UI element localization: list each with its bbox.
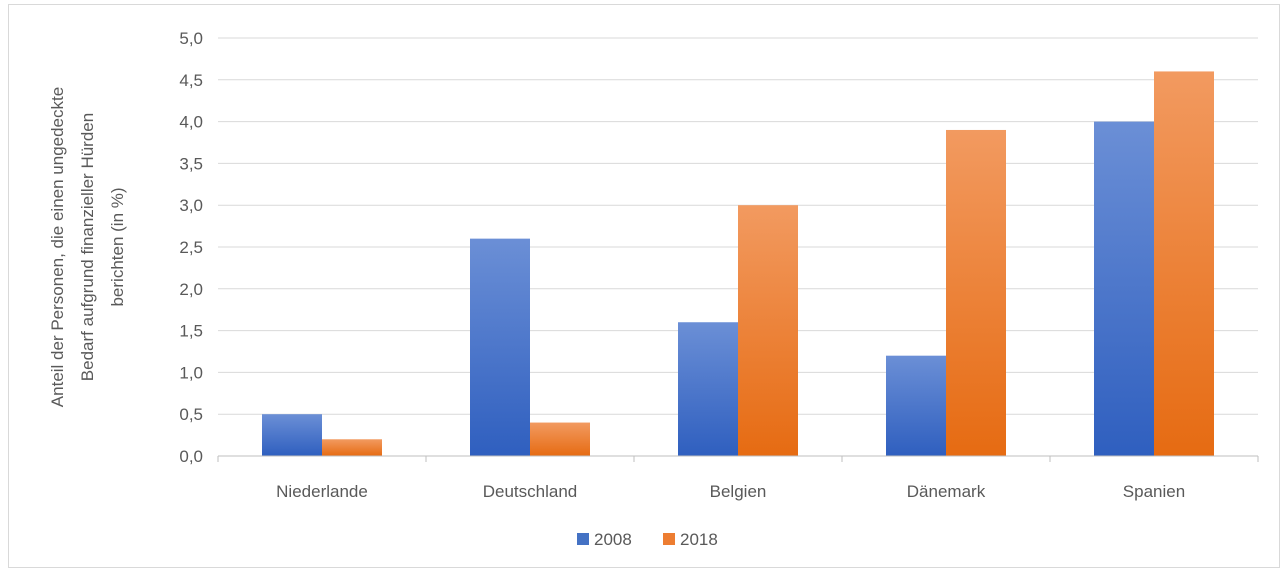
legend-swatch-2018 bbox=[663, 533, 675, 545]
x-category-label: Deutschland bbox=[483, 482, 578, 501]
gridlines bbox=[218, 37, 1258, 415]
bar-2008-dänemark bbox=[886, 355, 946, 456]
chart-frame bbox=[8, 4, 1280, 568]
legend-swatch-2008 bbox=[577, 533, 589, 545]
bar-2018-niederlande bbox=[322, 439, 382, 456]
bar-2018-deutschland bbox=[530, 422, 590, 456]
x-category-label: Belgien bbox=[710, 482, 767, 501]
y-tick-label: 5,0 bbox=[179, 29, 203, 48]
bar-2018-dänemark bbox=[946, 129, 1006, 456]
y-tick-label: 3,5 bbox=[179, 154, 203, 173]
y-axis-label-line: Bedarf aufgrund finanzieller Hürden bbox=[78, 113, 97, 381]
bar-2008-spanien bbox=[1094, 121, 1154, 456]
y-tick-label: 3,0 bbox=[179, 196, 203, 215]
y-axis-label: Anteil der Personen, die einen ungedeckt… bbox=[48, 87, 127, 407]
y-tick-label: 1,5 bbox=[179, 322, 203, 341]
legend-label-2008: 2008 bbox=[594, 530, 632, 549]
y-tick-label: 1,0 bbox=[179, 363, 203, 382]
bar-2018-spanien bbox=[1154, 71, 1214, 456]
x-category-label: Dänemark bbox=[907, 482, 986, 501]
y-axis-label-line: berichten (in %) bbox=[108, 187, 127, 306]
y-tick-label: 2,0 bbox=[179, 280, 203, 299]
y-tick-label: 0,0 bbox=[179, 447, 203, 466]
y-axis-label-line: Anteil der Personen, die einen ungedeckt… bbox=[48, 87, 67, 407]
y-tick-label: 2,5 bbox=[179, 238, 203, 257]
legend: 2008 2018 bbox=[577, 530, 718, 549]
bar-2008-niederlande bbox=[262, 414, 322, 456]
bar-2008-deutschland bbox=[470, 238, 530, 456]
legend-label-2018: 2018 bbox=[680, 530, 718, 549]
y-tick-label: 0,5 bbox=[179, 405, 203, 424]
bar-2008-belgien bbox=[678, 322, 738, 456]
bars bbox=[262, 71, 1214, 456]
category-labels: Niederlande Deutschland Belgien Dänemark Spa… bbox=[276, 482, 1185, 501]
x-axis bbox=[217, 455, 1259, 462]
x-category-label: Niederlande bbox=[276, 482, 368, 501]
y-axis-ticks: 0,0 0,5 1,0 1,5 2,0 2,5 3,0 3,5 4,0 4,5 5,0 bbox=[179, 29, 203, 466]
bar-2018-belgien bbox=[738, 205, 798, 456]
x-category-label: Spanien bbox=[1123, 482, 1185, 501]
y-tick-label: 4,5 bbox=[179, 71, 203, 90]
y-tick-label: 4,0 bbox=[179, 113, 203, 132]
